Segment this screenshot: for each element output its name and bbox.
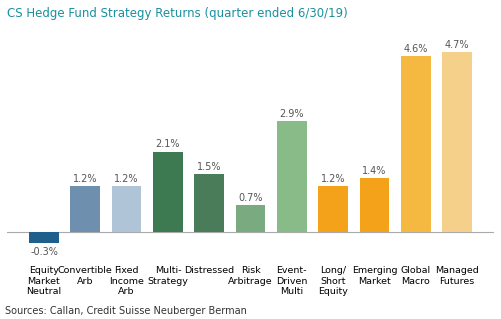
Bar <box>360 178 389 232</box>
Bar <box>318 186 348 232</box>
Text: 1.5%: 1.5% <box>197 162 221 172</box>
Bar <box>194 174 224 232</box>
Bar <box>29 232 59 243</box>
Text: 0.7%: 0.7% <box>238 193 263 203</box>
Text: 4.6%: 4.6% <box>403 44 428 54</box>
Text: CS Hedge Fund Strategy Returns (quarter ended 6/30/19): CS Hedge Fund Strategy Returns (quarter … <box>7 7 348 20</box>
Bar <box>71 186 100 232</box>
Text: 4.7%: 4.7% <box>445 40 469 50</box>
Bar <box>153 152 183 232</box>
Text: 1.2%: 1.2% <box>73 174 98 184</box>
Text: Sources: Callan, Credit Suisse Neuberger Berman: Sources: Callan, Credit Suisse Neuberger… <box>5 306 247 316</box>
Text: 2.9%: 2.9% <box>280 109 304 119</box>
Text: 1.4%: 1.4% <box>362 166 387 176</box>
Bar <box>401 56 430 232</box>
Text: 1.2%: 1.2% <box>114 174 139 184</box>
Text: 1.2%: 1.2% <box>321 174 345 184</box>
Text: 2.1%: 2.1% <box>156 139 180 149</box>
Text: -0.3%: -0.3% <box>30 247 58 257</box>
Bar <box>235 205 266 232</box>
Bar <box>277 121 307 232</box>
Bar <box>442 52 472 232</box>
Bar <box>112 186 141 232</box>
